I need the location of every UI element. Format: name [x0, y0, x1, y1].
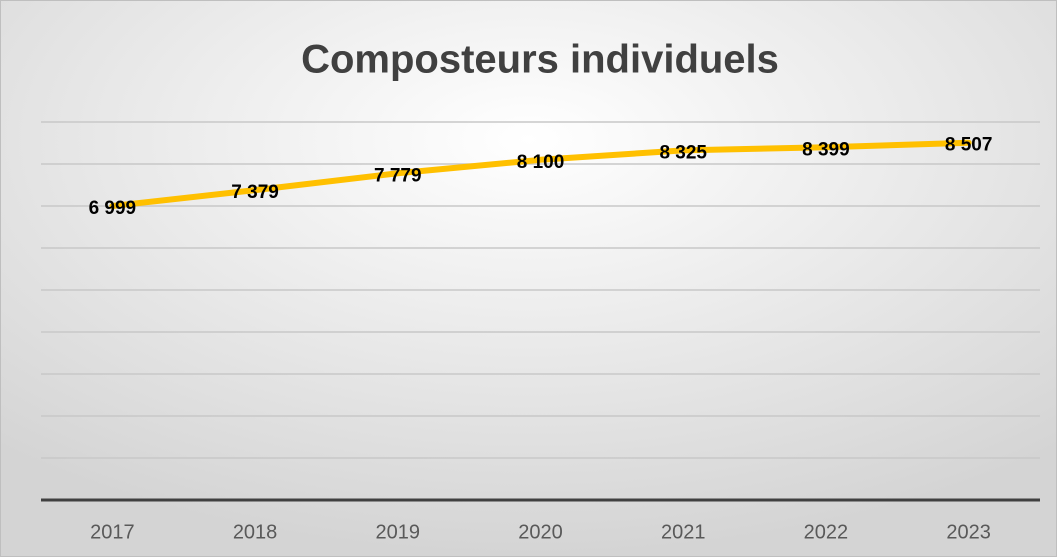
x-tick-label: 2018 — [233, 521, 278, 543]
data-label: 8 325 — [659, 142, 707, 163]
data-label: 8 507 — [945, 135, 993, 156]
x-tick-label: 2019 — [376, 521, 421, 543]
x-tick-label: 2023 — [946, 521, 991, 543]
x-tick-label: 2017 — [90, 521, 135, 543]
x-tick-label: 2020 — [518, 521, 563, 543]
chart-title: Composteurs individuels — [301, 38, 779, 82]
x-tick-label: 2022 — [804, 521, 849, 543]
data-line — [109, 139, 972, 210]
data-label: 6 999 — [89, 198, 137, 219]
data-label: 8 399 — [802, 139, 850, 160]
data-label: 7 779 — [374, 165, 422, 186]
data-label: 8 100 — [517, 152, 565, 173]
x-tick-label: 2021 — [661, 521, 706, 543]
data-label: 7 379 — [231, 182, 279, 203]
